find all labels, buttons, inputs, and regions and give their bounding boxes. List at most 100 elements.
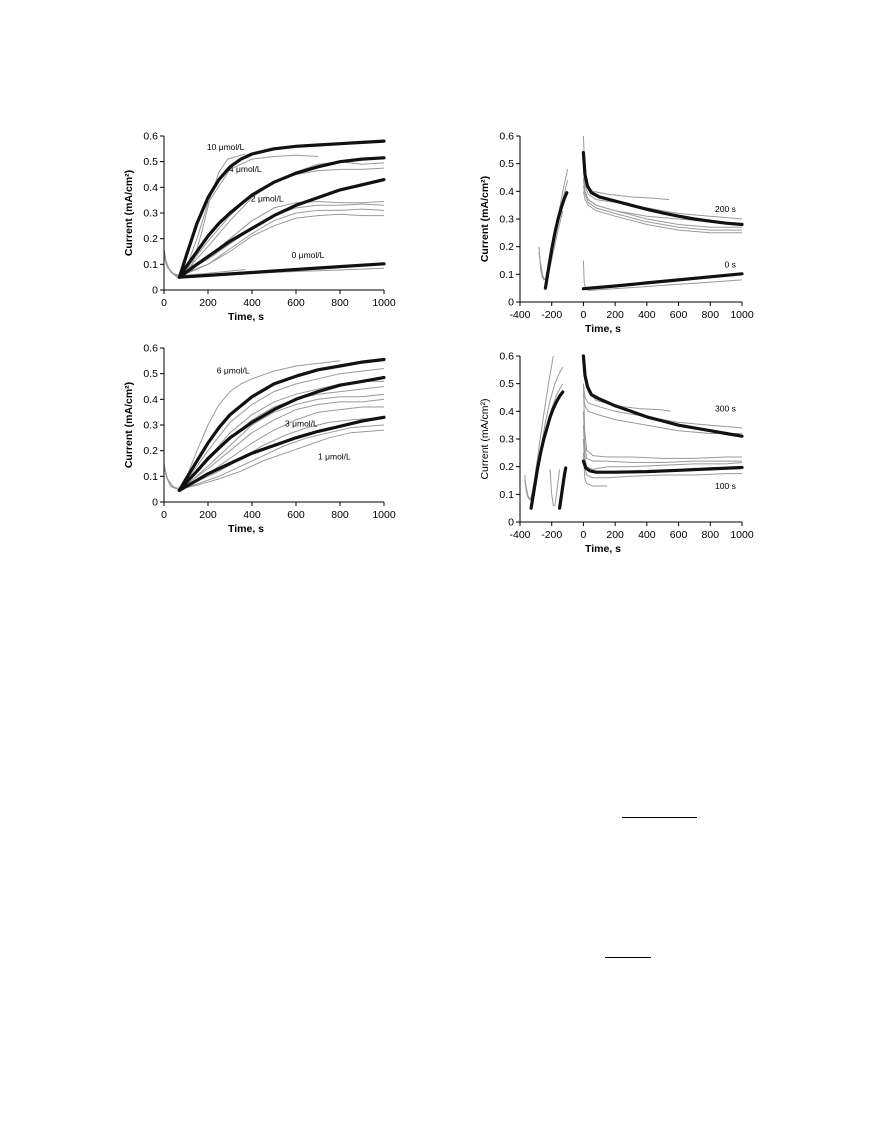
y-tick-label: 0.1 xyxy=(143,259,158,271)
fraction-rule-2 xyxy=(605,957,651,958)
x-tick-label: 600 xyxy=(287,297,305,309)
chart-top-left-svg: 10 μmol/L 4 μmol/L 2 μmol/L 0 μmol/L 0 0.1 0.2… xyxy=(123,131,396,324)
y-axis-title: Current (mA/cm²) xyxy=(123,170,135,256)
curve-annotation: 3 μmol/L xyxy=(285,418,318,428)
y-tick-label: 0.5 xyxy=(143,156,158,168)
model-fit-line xyxy=(177,375,386,492)
x-tick-label: 600 xyxy=(670,529,688,541)
y-tick-label: 0.3 xyxy=(143,208,158,220)
x-tick-label: 1000 xyxy=(372,509,396,521)
experimental-trace xyxy=(582,425,743,470)
y-axis-title: Current (mA/cm²) xyxy=(123,382,135,468)
model-fit-line xyxy=(581,459,744,474)
x-tick-label: 800 xyxy=(702,309,720,321)
y-tick-label: 0.3 xyxy=(143,420,158,432)
x-tick-label: -200 xyxy=(541,309,562,321)
x-tick-label: 1000 xyxy=(372,297,396,309)
x-tick-label: 600 xyxy=(287,509,305,521)
x-tick-label: 0 xyxy=(161,297,167,309)
chart-bottom-left-svg: 6 μmol/L 3 μmol/L 1 μmol/L 0 0.1 0.2 0.3 0.4 0.5… xyxy=(123,343,396,536)
experimental-trace xyxy=(582,411,742,463)
curve-annotation: 200 s xyxy=(715,204,736,214)
experimental-trace xyxy=(163,360,341,490)
y-tick-label: 0.5 xyxy=(499,378,514,390)
curve-annotation: 10 μmol/L xyxy=(207,142,245,152)
x-tick-label: 800 xyxy=(331,297,349,309)
x-tick-label: 800 xyxy=(702,529,720,541)
x-tick-label: 0 xyxy=(581,529,587,541)
x-tick-label: 400 xyxy=(243,509,261,521)
x-tick-label: -200 xyxy=(541,529,562,541)
y-axis-title: Current (mA/cm²) xyxy=(479,176,491,262)
y-tick-label: 0.1 xyxy=(143,471,158,483)
experimental-trace xyxy=(582,452,608,487)
fraction-rule-1 xyxy=(622,817,697,818)
y-tick-label: 0.4 xyxy=(499,406,514,418)
experimental-trace xyxy=(582,135,670,201)
model-fit-line xyxy=(529,390,565,510)
experimental-trace xyxy=(582,185,742,231)
y-tick-label: 0 xyxy=(508,297,514,309)
y-tick-label: 0.2 xyxy=(499,241,514,253)
chart-bottom-left: 6 μmol/L 3 μmol/L 1 μmol/L 0 0.1 0.2 0.3 0.4 0.5… xyxy=(118,340,408,550)
y-tick-label: 0.2 xyxy=(143,233,158,245)
experimental-trace xyxy=(582,260,743,291)
model-fit-line xyxy=(177,357,386,492)
y-tick-label: 0.6 xyxy=(499,131,514,143)
model-fit-line xyxy=(581,272,744,291)
curve-annotation: 100 s xyxy=(715,481,736,491)
chart-top-right-svg: 200 s 0 s 0 0.1 0.2 0.3 0.4 0.5 0.6 -400 -200 0 200 4… xyxy=(479,131,754,336)
plot-area-tl: 10 μmol/L 4 μmol/L 2 μmol/L 0 μmol/L xyxy=(163,139,386,279)
experimental-trace xyxy=(582,438,742,479)
curve-annotation: 6 μmol/L xyxy=(217,366,250,376)
experimental-trace xyxy=(163,253,246,277)
experimental-trace xyxy=(582,383,743,429)
experimental-trace xyxy=(524,355,554,500)
curve-annotation: 300 s xyxy=(715,403,736,413)
x-tick-label: 200 xyxy=(606,309,624,321)
experimental-trace xyxy=(582,180,742,228)
x-tick-label: 0 xyxy=(581,309,587,321)
model-fit-line xyxy=(177,262,386,279)
x-tick-label: -400 xyxy=(509,529,530,541)
x-axis-title: Time, s xyxy=(228,523,264,535)
curve-annotation: 2 μmol/L xyxy=(251,193,284,203)
x-tick-label: 0 xyxy=(161,509,167,521)
x-tick-label: 200 xyxy=(199,297,217,309)
experimental-trace xyxy=(582,191,742,234)
chart-top-left: 10 μmol/L 4 μmol/L 2 μmol/L 0 μmol/L 0 0.1 0.2… xyxy=(118,128,408,338)
y-tick-label: 0.4 xyxy=(143,394,158,406)
experimental-trace xyxy=(538,180,569,281)
y-tick-label: 0 xyxy=(152,497,158,509)
experimental-trace xyxy=(549,469,561,506)
x-tick-label: 400 xyxy=(243,297,261,309)
y-axis-title: Current (mA/cm²) xyxy=(479,398,491,479)
model-fit-line xyxy=(177,178,386,279)
experimental-trace xyxy=(163,429,385,490)
x-axis-title: Time, s xyxy=(228,311,264,323)
x-tick-label: 200 xyxy=(199,509,217,521)
model-fit-line xyxy=(177,156,386,279)
y-tick-label: 0.1 xyxy=(499,269,514,281)
x-axis-title: Time, s xyxy=(585,323,621,335)
curve-annotation: 0 μmol/L xyxy=(292,250,325,260)
x-tick-label: -400 xyxy=(509,309,530,321)
y-tick-label: 0.2 xyxy=(143,445,158,457)
model-fit-line xyxy=(177,139,386,279)
x-tick-label: 400 xyxy=(638,529,656,541)
model-fit-line xyxy=(581,354,744,438)
model-fit-line xyxy=(558,466,568,510)
experimental-trace xyxy=(163,161,385,277)
y-tick-label: 0.6 xyxy=(143,343,158,355)
y-tick-label: 0.1 xyxy=(499,489,514,501)
y-tick-label: 0.3 xyxy=(499,214,514,226)
y-tick-label: 0 xyxy=(508,517,514,529)
x-tick-label: 400 xyxy=(638,309,656,321)
x-axis-title: Time, s xyxy=(585,543,621,555)
plot-area-tr: 200 s 0 s xyxy=(538,135,744,291)
y-tick-label: 0.6 xyxy=(143,131,158,143)
plot-area-br: 300 s 100 s xyxy=(524,354,744,510)
model-fit-line xyxy=(581,151,744,227)
y-tick-label: 0.2 xyxy=(499,461,514,473)
chart-bottom-right-svg: 300 s 100 s 0 0.1 0.2 0.3 0.4 0.5 0.6 -400 -200 0 20… xyxy=(479,351,754,556)
